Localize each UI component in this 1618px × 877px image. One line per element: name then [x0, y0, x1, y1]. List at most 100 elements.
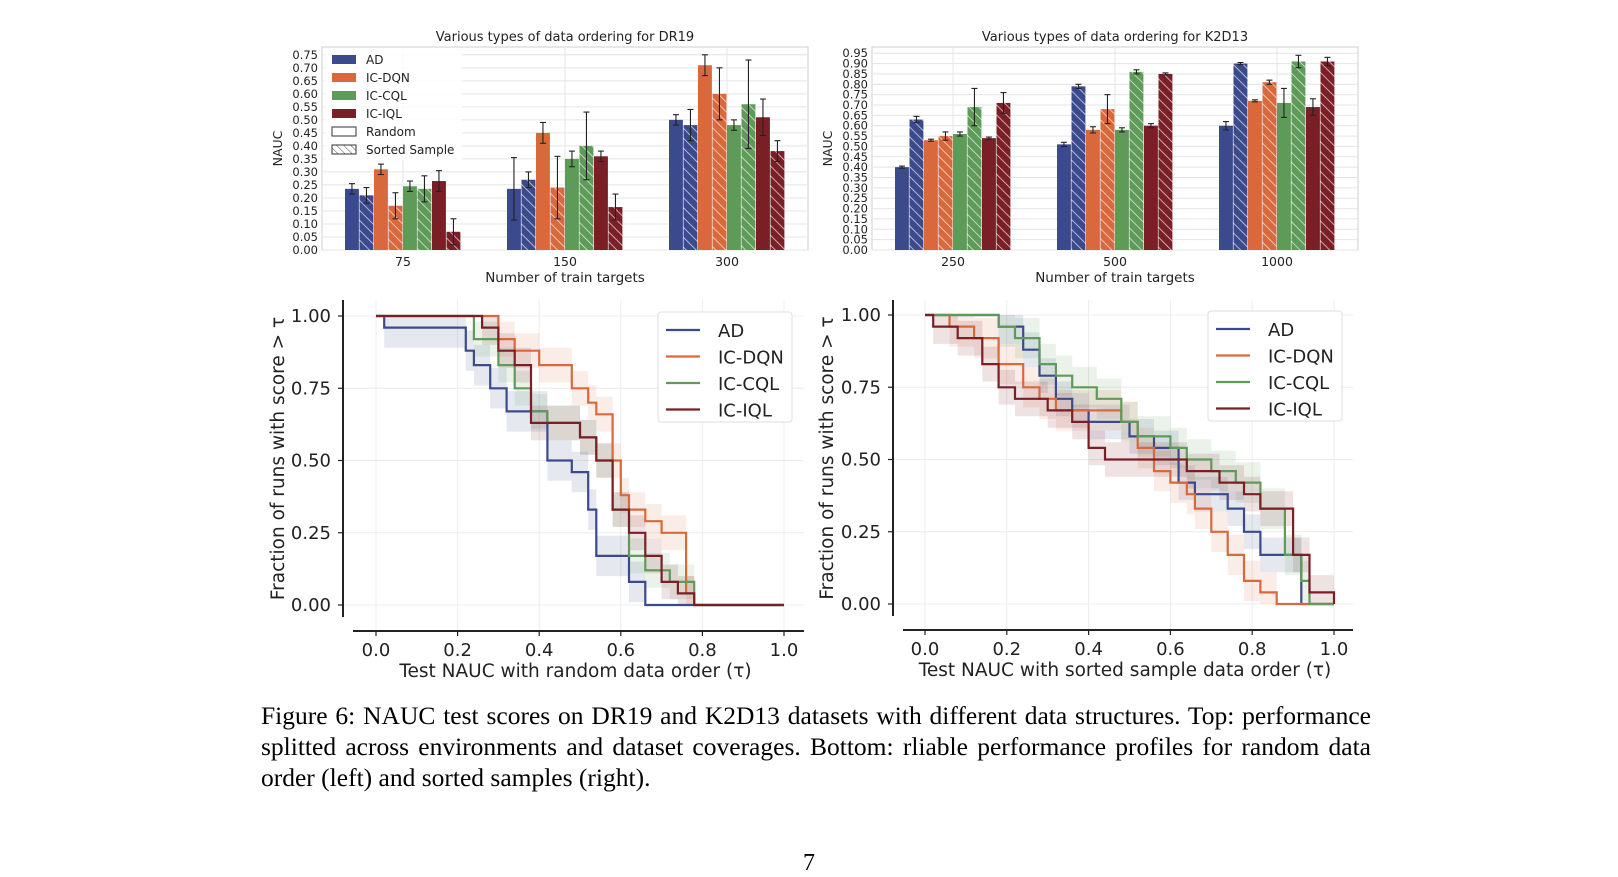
bar-hatch [938, 136, 953, 250]
x-tick-label: 0.4 [1074, 639, 1103, 660]
chart-title: Various types of data ordering for DR19 [436, 30, 694, 45]
legend-label: IC-DQN [718, 348, 784, 369]
bar-ic-cql-random [565, 158, 579, 250]
x-tick-label: 0.6 [1156, 639, 1185, 660]
bar-hatch [909, 119, 924, 250]
legend-label: AD [718, 321, 744, 342]
y-tick-label: 0.05 [842, 233, 868, 247]
y-tick-label: 0.00 [841, 594, 881, 615]
y-tick-label: 0.20 [292, 191, 318, 205]
bar-hatch [996, 102, 1011, 250]
legend-label: IC-IQL [366, 107, 402, 121]
figure-caption: Figure 6: NAUC test scores on DR19 and K… [261, 701, 1371, 792]
y-tick-label: 0.25 [842, 191, 868, 205]
x-axis-label: Test NAUC with random data order (τ) [398, 661, 751, 682]
bar-ad-random [1219, 125, 1233, 250]
x-tick-label: 500 [1103, 254, 1127, 269]
bar-hatch [1291, 61, 1306, 250]
page-number: 7 [803, 850, 815, 876]
bar-hatch [579, 145, 594, 250]
y-tick-label: 0.15 [292, 204, 318, 218]
y-tick-label: 1.00 [291, 306, 331, 327]
x-tick-label: 150 [553, 254, 577, 269]
profile-line-ic-iql [376, 314, 784, 607]
legend-swatch [331, 126, 357, 137]
bar-chart-k2d13: 0.000.050.100.150.200.250.300.350.400.45… [820, 30, 1359, 286]
bar-hatch [712, 93, 727, 250]
y-tick-label: 0.45 [842, 150, 868, 164]
y-axis-label: Fraction of runs with score > τ [268, 317, 289, 600]
bar-hatch [1320, 61, 1335, 250]
y-tick-label: 0.45 [292, 126, 318, 140]
bar-hatch [1129, 71, 1144, 250]
legend-box [657, 311, 793, 423]
y-tick-label: 0.50 [841, 450, 881, 471]
bar-hatch [683, 125, 698, 250]
bar-ic-dqn-random [1248, 100, 1262, 250]
x-tick-label: 300 [715, 254, 739, 269]
y-tick-label: 0.65 [292, 74, 318, 88]
legend-swatch [332, 73, 356, 82]
y-tick-label: 0.10 [842, 222, 868, 236]
x-tick-label: 0.0 [911, 639, 940, 660]
bar-ic-iql-random [756, 117, 770, 251]
y-tick-label: 0.00 [842, 243, 868, 257]
x-axis-label: Test NAUC with sorted sample data order … [918, 660, 1332, 681]
y-tick-label: 0.30 [292, 165, 318, 179]
y-tick-label: 0.70 [292, 61, 318, 75]
bar-hatch [1158, 73, 1173, 250]
bar-ic-cql-random [953, 134, 967, 250]
legend-box [324, 48, 462, 160]
bar-ic-cql-random [403, 186, 417, 250]
y-tick-label: 0.50 [292, 113, 318, 127]
x-axis-label: Number of train targets [1035, 270, 1195, 286]
profile-line-ic-iql [925, 313, 1336, 604]
bar-ic-cql-random [727, 125, 741, 250]
legend-label: IC-IQL [1268, 400, 1322, 421]
bar-ic-cql-random [1277, 102, 1291, 250]
y-tick-label: 0.60 [842, 119, 868, 133]
confidence-band-ad [376, 316, 784, 605]
legend-swatch-hatch [332, 145, 356, 154]
profile-line-ic-dqn [925, 313, 1334, 606]
bar-ic-iql-random [594, 156, 608, 250]
x-tick-label: 1000 [1261, 254, 1293, 269]
x-tick-label: 0.0 [362, 640, 391, 661]
legend-label: Random [366, 125, 416, 139]
y-tick-label: 0.25 [841, 522, 881, 543]
profile-chart-random-order: 0.0 0.2 0.4 0.6 0.8 1.0 0.00 0.25 0.50 0.75 1.00 AD… [268, 300, 804, 682]
y-tick-label: 0.95 [842, 46, 868, 60]
bar-hatch [770, 151, 785, 250]
y-tick-label: 0.30 [842, 181, 868, 195]
x-tick-label: 0.4 [525, 640, 554, 661]
x-tick-label: 1.0 [770, 640, 799, 661]
legend-label: IC-IQL [718, 401, 772, 422]
x-tick-label: 1.0 [1320, 639, 1349, 660]
chart-title: Various types of data ordering for K2D13 [982, 30, 1248, 45]
y-axis-label: NAUC [820, 130, 835, 166]
x-axis-label: Number of train targets [485, 270, 645, 286]
y-tick-label: 0.40 [292, 139, 318, 153]
y-tick-label: 0.00 [291, 595, 331, 616]
bar-hatch [1071, 86, 1086, 250]
legend-label: IC-DQN [366, 71, 410, 85]
y-tick-label: 0.00 [292, 243, 318, 257]
y-tick-label: 0.55 [292, 100, 318, 114]
bar-ic-iql-random [1306, 107, 1320, 250]
bar-ic-iql-random [1144, 125, 1158, 250]
confidence-band-ic-cql [925, 315, 1334, 604]
legend-label: IC-CQL [1268, 373, 1329, 394]
legend-label: IC-CQL [718, 374, 779, 395]
y-tick-label: 0.25 [292, 178, 318, 192]
legend-swatch [332, 109, 356, 118]
bar-ic-iql-random [432, 181, 446, 250]
y-tick-label: 0.50 [842, 139, 868, 153]
x-tick-label: 75 [395, 254, 411, 269]
legend-label: AD [1268, 320, 1294, 341]
bar-ad-random [345, 188, 359, 250]
bar-hatch [1233, 63, 1248, 251]
x-tick-label: 0.2 [443, 640, 472, 661]
y-tick-label: 1.00 [841, 305, 881, 326]
y-tick-label: 0.35 [292, 152, 318, 166]
bar-hatch [1262, 82, 1277, 250]
